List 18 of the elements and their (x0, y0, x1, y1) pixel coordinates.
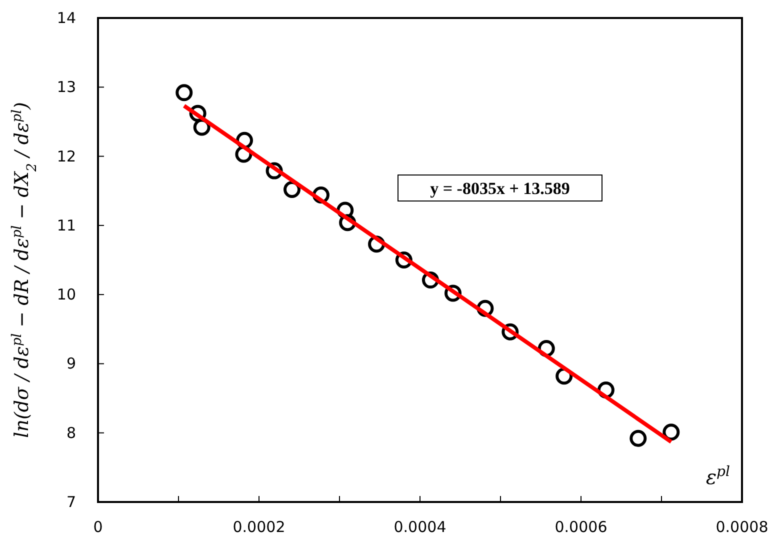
y-tick-label: 9 (66, 354, 76, 373)
point (630, 430, 647, 447)
point (176, 84, 193, 102)
x-tick-label: 0.0006 (554, 518, 608, 536)
x-tick-label: 0.0002 (232, 518, 286, 536)
y-tick-label: 13 (56, 78, 76, 96)
equation-box: y = -8035x + 13.589 (398, 174, 602, 202)
x-tick-label: 0.0008 (716, 518, 768, 536)
y-tick-label: 7 (66, 493, 76, 511)
y-tick-label: 11 (56, 216, 76, 234)
y-tick-label: 14 (56, 9, 76, 27)
annotation: y = -8035x + 13.589 (430, 179, 570, 198)
y-tick-label: 10 (56, 286, 76, 304)
y-tick-label: 12 (56, 147, 76, 166)
y-tick-label: 8 (66, 424, 76, 442)
x-tick-label: 0.0004 (394, 518, 446, 536)
x-tick-label: 0 (93, 518, 103, 536)
x-axis-title: ε$^{pl}$ (706, 464, 730, 489)
